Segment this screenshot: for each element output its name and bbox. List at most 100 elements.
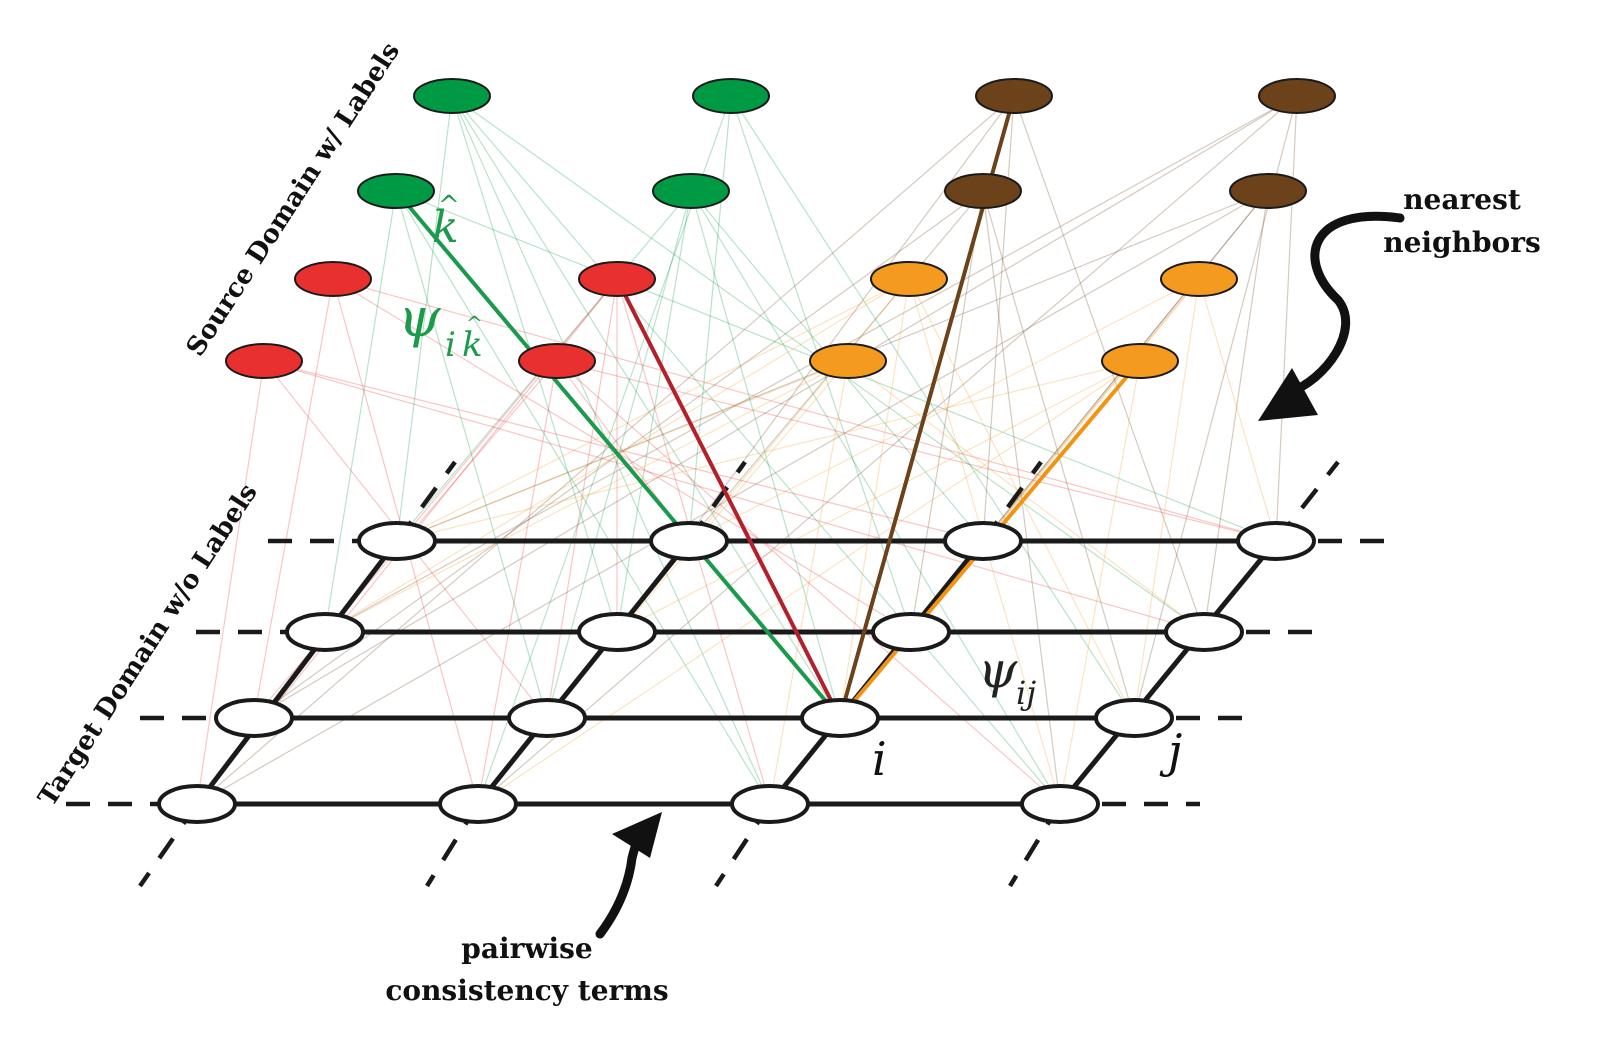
source-node-green <box>692 78 770 114</box>
pairwise-arrowhead <box>612 812 662 858</box>
target-node <box>800 698 880 738</box>
faint-edge <box>839 278 910 719</box>
faint-edge <box>688 278 1200 542</box>
pairwise-label-line1: pairwise <box>461 932 592 965</box>
grid-col-edge <box>476 539 691 806</box>
target-node <box>730 784 810 824</box>
faint-edge <box>263 360 984 542</box>
faint-edge <box>332 278 912 633</box>
faint-edge <box>332 278 1277 542</box>
source-node-red <box>578 261 656 297</box>
nearest-neighbors-label-line2: neighbors <box>1383 226 1541 259</box>
source-node-brown <box>1229 173 1307 209</box>
faint-edge <box>396 360 849 542</box>
source-node-red <box>225 343 303 379</box>
target-node <box>649 521 729 561</box>
source-node-red <box>518 343 596 379</box>
red-edge <box>615 278 842 719</box>
source-node-orange <box>1101 343 1179 379</box>
green-edge <box>394 189 842 720</box>
target-node <box>157 784 237 824</box>
faint-edge <box>477 360 558 805</box>
psi-ik-sub-hat: ^ <box>466 311 483 335</box>
grid-col-edge <box>195 539 399 806</box>
target-node <box>871 612 951 652</box>
faint-edge <box>1198 278 1277 542</box>
source-node-brown <box>944 173 1022 209</box>
faint-edge <box>616 360 1141 633</box>
target-node <box>438 784 518 824</box>
source-node-orange <box>809 343 887 379</box>
nearest-neighbors-arrowhead <box>1258 368 1318 421</box>
faint-edge <box>196 95 1015 805</box>
faint-edge <box>1275 95 1298 542</box>
faint-edge <box>477 95 732 805</box>
target-node <box>1236 521 1316 561</box>
target-node <box>214 698 294 738</box>
target-node <box>1094 698 1174 738</box>
k-hat-label-hat: ^ <box>438 191 460 221</box>
faint-edge <box>253 95 1298 719</box>
faint-edge <box>477 360 1141 805</box>
faint-edge <box>690 190 1061 805</box>
target-domain-nodes <box>157 521 1316 824</box>
faint-edge <box>1203 190 1269 633</box>
faint-edge <box>982 190 1061 805</box>
faint-edge <box>324 190 397 633</box>
faint-edge <box>396 278 910 542</box>
target-node <box>943 521 1023 561</box>
faint-edge <box>908 278 1135 719</box>
pairwise-label-line2: consistency terms <box>385 974 668 1007</box>
faint-edge <box>616 190 692 633</box>
faint-edge <box>451 95 771 805</box>
source-node-red <box>294 261 372 297</box>
faint-edge <box>196 360 265 805</box>
faint-edge <box>982 190 1135 719</box>
grid-col-edge <box>1058 539 1278 806</box>
faint-edge <box>546 278 618 719</box>
source-node-brown <box>1258 78 1336 114</box>
highlighted-neighbor-edges <box>394 95 1142 720</box>
faint-edge <box>910 190 984 633</box>
source-node-orange <box>1160 261 1238 297</box>
faint-edge <box>556 360 1061 805</box>
faint-edge <box>982 95 1015 542</box>
faint-edge <box>730 95 1135 719</box>
node-i-label: i <box>872 732 887 786</box>
psi-ij-subscript: ij <box>1016 674 1036 712</box>
psi-ik-symbol: ψ <box>398 286 441 349</box>
psi-ik-sub-k: k <box>462 325 483 365</box>
target-node <box>1020 784 1100 824</box>
target-node <box>1164 612 1244 652</box>
source-node-green <box>413 78 491 114</box>
faint-edge <box>690 190 841 719</box>
faint-edge <box>196 190 1269 805</box>
faint-edge <box>395 190 771 805</box>
faint-edge <box>396 360 1141 542</box>
target-node <box>507 698 587 738</box>
source-node-brown <box>975 78 1053 114</box>
faint-edge <box>253 278 334 719</box>
faint-neighbor-edges <box>196 95 1298 805</box>
nearest-neighbors-arrow <box>1285 211 1405 397</box>
faint-edge <box>451 95 1061 805</box>
nearest-neighbors-label-line1: nearest <box>1403 183 1521 216</box>
grid-dashed-extensions <box>66 460 1390 888</box>
psi-ik-sub-i: i <box>445 325 456 365</box>
target-node <box>577 612 657 652</box>
faint-edge <box>324 360 849 633</box>
faint-edge <box>263 360 1205 633</box>
target-node <box>357 521 437 561</box>
faint-edge <box>451 95 841 719</box>
faint-edge <box>688 95 732 542</box>
source-node-green <box>652 173 730 209</box>
source-domain-nodes <box>225 78 1336 379</box>
faint-edge <box>477 95 1298 805</box>
faint-edge <box>769 360 849 805</box>
faint-edge <box>1059 360 1141 805</box>
faint-edge <box>396 95 453 542</box>
k-hat-label: k <box>432 202 459 253</box>
target-node <box>285 612 365 652</box>
psi-ij-symbol: ψ <box>978 641 1018 699</box>
